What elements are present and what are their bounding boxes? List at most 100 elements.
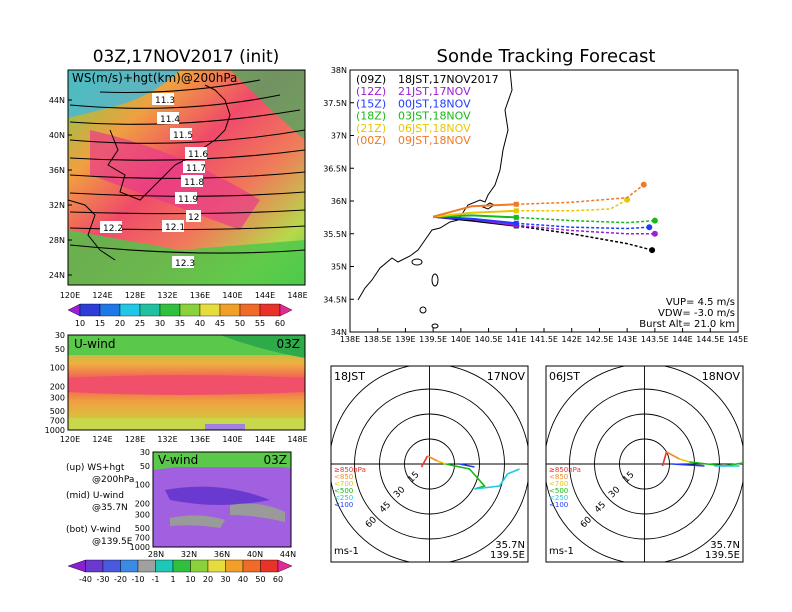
hodo-trace	[427, 455, 438, 462]
ws-colorbar-label: 60	[275, 319, 285, 328]
track-landing-point	[651, 230, 658, 237]
ws-map-frame	[67, 69, 306, 286]
ws-colorbar-cell	[139, 303, 161, 317]
track-burst-point	[513, 208, 519, 214]
contour-label: 11.6	[188, 150, 208, 160]
sonde-lon-label: 142.5E	[585, 335, 613, 344]
hodo-coords-lat: 35.7N	[495, 540, 525, 551]
sonde-plot-area	[350, 70, 738, 332]
vwind-pressure-label: 700	[135, 533, 150, 542]
map-lat-label: 24N	[49, 271, 65, 280]
hodo-date: 18NOV	[702, 370, 741, 383]
vwind-top-band	[153, 452, 291, 467]
uv-colorbar-label: -1	[152, 575, 160, 584]
legend-line: (up) WS+hgt	[66, 463, 125, 473]
ws-colorbar-label: 15	[95, 319, 105, 328]
uv-colorbar-label: 1	[170, 575, 175, 584]
uv-colorbar-label: -40	[79, 575, 92, 584]
uwind-lon-label: 136E	[190, 435, 210, 444]
vwind-panel: V-wind 03Z	[152, 451, 292, 548]
hodo-units: ms-1	[549, 546, 574, 557]
uv-colorbar-label: 60	[273, 575, 283, 584]
ws-colorbar-label: 45	[215, 319, 225, 328]
uwind-pressure-label: 50	[55, 345, 65, 354]
uwind-lon-label: 128E	[125, 435, 145, 444]
sonde-lon-label: 138.5E	[364, 335, 392, 344]
vdw-label: VDW= -3.0 m/s	[658, 308, 735, 319]
sonde-legend-code: (09Z)	[356, 73, 386, 86]
uwind-lon-label: 132E	[157, 435, 177, 444]
vwind-neg-region	[153, 464, 291, 547]
hodo-legend-item: <850	[334, 473, 353, 481]
sonde-legend-time: 18JST,17NOV2017	[398, 73, 499, 86]
sonde-plot: (09Z) 18JST,17NOV2017 (12Z) 21JST,17NOV (15Z…	[349, 69, 739, 333]
uwind-panel: U-wind 03Z	[67, 334, 306, 431]
track-descent	[516, 222, 650, 230]
vwind-pressure-label: 300	[135, 510, 150, 519]
uwind-pressure-label: 200	[50, 382, 65, 391]
uv-colorbar-cell	[190, 559, 209, 573]
track-ascent	[432, 203, 517, 218]
track-burst-point	[513, 214, 519, 220]
hodo-legend-item: <250	[334, 494, 353, 502]
track-descent	[516, 184, 645, 206]
vwind-lat-label: 44N	[280, 550, 296, 559]
uwind-pressure-label: 30	[55, 331, 65, 340]
sonde-lon-label: 144E	[672, 335, 692, 344]
vwind-lat-labels: 28N 32N 36N 40N 44N	[148, 550, 296, 559]
coastline-china	[68, 199, 116, 261]
vwind-pressure-label: 200	[135, 499, 150, 508]
sonde-lat-label: 34N	[331, 328, 347, 337]
track-landing-point	[649, 247, 656, 254]
hodo-trace	[474, 468, 520, 490]
map-lon-label: 128E	[125, 291, 145, 300]
ws-map-label: WS(m/s)+hgt(km)@200hPa	[72, 71, 237, 85]
ws-colorbar-cell	[199, 303, 221, 317]
contour-label: 12	[188, 213, 199, 223]
ws-colorbar-cell	[67, 303, 81, 317]
uv-colorbar-cell	[120, 559, 139, 573]
uv-colorbar-cell	[172, 559, 191, 573]
ws-jet-core	[90, 130, 260, 230]
uwind-lon-label: 124E	[92, 435, 112, 444]
ws-low-region-nw	[68, 70, 180, 118]
hodo-trace	[666, 451, 680, 460]
contour-label: 11.9	[178, 195, 198, 205]
ws-colorbar-cell	[279, 303, 293, 317]
ws-colorbar-label: 30	[155, 319, 165, 328]
hodo-trace	[437, 460, 446, 465]
track-landing-point	[624, 196, 631, 203]
sonde-legend-time: 21JST,17NOV	[398, 85, 471, 98]
uwind-pressure-label: 1000	[45, 426, 65, 435]
ws-colorbar-label: 55	[255, 319, 265, 328]
hodo-legend-item: ≥850hPa	[549, 466, 581, 474]
ws-colorbar-cell	[119, 303, 141, 317]
track-descent	[516, 224, 655, 235]
sonde-lat-label: 37N	[331, 132, 347, 141]
contour-label: 12.2	[103, 224, 123, 234]
uwind-top-right	[220, 335, 305, 358]
sonde-legend-code: (00Z)	[356, 134, 386, 147]
track-burst-point	[513, 201, 519, 207]
uv-colorbar-label: 30	[220, 575, 230, 584]
hodo-trace	[679, 458, 690, 463]
hodo-coords-lon: 139.5E	[705, 550, 740, 561]
uv-colorbar-label: 40	[238, 575, 248, 584]
uwind-time: 03Z	[277, 337, 301, 351]
sonde-lon-label: 139.5E	[419, 335, 447, 344]
uwind-label: U-wind	[74, 337, 115, 351]
ws-low-region-ne	[230, 70, 305, 140]
track-ascent	[433, 215, 517, 225]
hodo-time: 18JST	[334, 370, 365, 383]
hodo-legend-item: ≥850hPa	[334, 466, 366, 474]
vwind-label: V-wind	[158, 453, 198, 467]
map-lon-label: 144E	[255, 291, 275, 300]
coastline-japan	[107, 84, 231, 201]
hodo-legend-item: <500	[334, 487, 353, 495]
uwind-lon-label: 144E	[255, 435, 275, 444]
contour-label: 11.5	[173, 131, 193, 141]
uv-colorbar-cell	[155, 559, 174, 573]
contour-label: 11.4	[160, 115, 180, 125]
